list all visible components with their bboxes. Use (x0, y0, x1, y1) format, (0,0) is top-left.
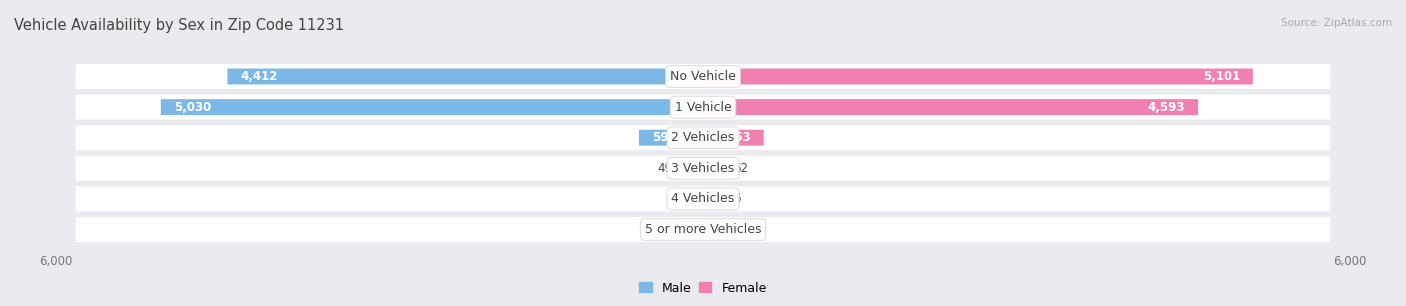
Text: 0: 0 (711, 223, 718, 236)
FancyBboxPatch shape (682, 160, 703, 176)
FancyBboxPatch shape (703, 160, 724, 176)
Text: 9: 9 (665, 223, 673, 236)
FancyBboxPatch shape (76, 95, 1330, 120)
FancyBboxPatch shape (682, 191, 703, 207)
Text: 2 Vehicles: 2 Vehicles (672, 131, 734, 144)
Text: 3 Vehicles: 3 Vehicles (672, 162, 734, 175)
Text: 4 Vehicles: 4 Vehicles (672, 192, 734, 205)
FancyBboxPatch shape (160, 99, 703, 115)
Text: 4,593: 4,593 (1147, 101, 1185, 114)
Text: 5,030: 5,030 (174, 101, 211, 114)
Text: 594: 594 (652, 131, 676, 144)
Text: 49: 49 (658, 162, 673, 175)
Text: 6: 6 (665, 192, 673, 205)
FancyBboxPatch shape (76, 156, 1330, 181)
Text: Source: ZipAtlas.com: Source: ZipAtlas.com (1281, 18, 1392, 28)
FancyBboxPatch shape (703, 191, 724, 207)
FancyBboxPatch shape (638, 130, 703, 146)
FancyBboxPatch shape (76, 64, 1330, 89)
Text: No Vehicle: No Vehicle (671, 70, 735, 83)
Text: 5,101: 5,101 (1202, 70, 1240, 83)
Text: 5 or more Vehicles: 5 or more Vehicles (645, 223, 761, 236)
FancyBboxPatch shape (76, 217, 1330, 242)
Text: 6: 6 (733, 192, 741, 205)
FancyBboxPatch shape (703, 130, 763, 146)
FancyBboxPatch shape (76, 186, 1330, 211)
FancyBboxPatch shape (228, 69, 703, 84)
FancyBboxPatch shape (76, 125, 1330, 150)
Legend: Male, Female: Male, Female (634, 277, 772, 300)
Text: 4,412: 4,412 (240, 70, 278, 83)
Text: 62: 62 (733, 162, 748, 175)
FancyBboxPatch shape (703, 99, 1198, 115)
FancyBboxPatch shape (682, 222, 703, 237)
Text: 563: 563 (725, 131, 751, 144)
Text: 1 Vehicle: 1 Vehicle (675, 101, 731, 114)
Text: Vehicle Availability by Sex in Zip Code 11231: Vehicle Availability by Sex in Zip Code … (14, 18, 344, 33)
FancyBboxPatch shape (703, 69, 1253, 84)
